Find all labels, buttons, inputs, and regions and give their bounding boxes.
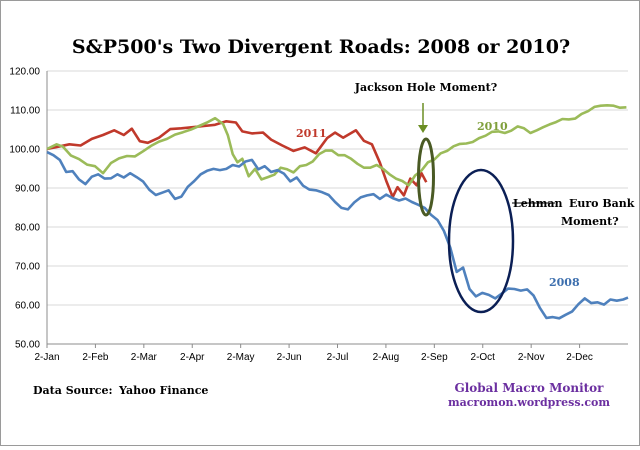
x-tick-label: 2-Dec xyxy=(566,352,593,363)
crash-ellipse xyxy=(447,168,515,314)
data-source-label: Data Source: xyxy=(33,384,113,397)
series-line-2008 xyxy=(46,150,629,320)
y-tick-label: 80.00 xyxy=(15,223,40,234)
y-tick-label: 100.00 xyxy=(9,145,40,156)
y-tick-label: 60.00 xyxy=(15,301,40,312)
x-tick-label: 2-Jan xyxy=(34,352,59,363)
x-tick-label: 2-Feb xyxy=(82,352,109,363)
y-tick-label: 50.00 xyxy=(15,340,40,351)
x-tick-label: 2-Jun xyxy=(277,352,302,363)
x-tick-label: 2-Oct xyxy=(471,352,496,363)
series-lines xyxy=(46,104,629,320)
x-tick-label: 2-Sep xyxy=(421,352,448,363)
jackson-hole-label: Jackson Hole Moment? xyxy=(354,81,497,94)
label-2010: 2010 xyxy=(477,120,508,133)
arrow-head-icon xyxy=(418,125,428,133)
euro-bank-label: Euro Bank xyxy=(569,197,635,210)
brand-name: Global Macro Monitor xyxy=(454,381,604,395)
y-tick-label: 110.00 xyxy=(10,106,40,117)
x-tick-label: 2-Aug xyxy=(373,352,400,363)
x-tick-label: 2-Jul xyxy=(327,352,349,363)
data-source-value: Yahoo Finance xyxy=(118,384,208,397)
series-line-2010 xyxy=(46,104,627,187)
x-tick-label: 2-May xyxy=(227,352,255,363)
gridlines xyxy=(46,70,628,345)
y-tick-label: 120.00 xyxy=(9,67,40,78)
y-tick-label: 90.00 xyxy=(15,184,40,195)
chart-title: S&P500's Two Divergent Roads: 2008 or 20… xyxy=(72,36,570,58)
series-line-2011 xyxy=(46,120,428,199)
x-axis: 2-Jan 2-Feb 2-Mar 2-Apr 2-May 2-Jun 2-Jul 2-Aug… xyxy=(34,344,593,363)
label-2008: 2008 xyxy=(549,276,580,289)
y-axis: 50.00 60.00 70.00 80.00 90.00 100.00 110.00 120… xyxy=(9,67,40,351)
moment-label: Moment? xyxy=(561,215,619,228)
label-2011: 2011 xyxy=(296,127,327,140)
y-tick-label: 70.00 xyxy=(15,262,40,273)
x-tick-label: 2-Apr xyxy=(180,352,205,363)
brand-url: macromon.wordpress.com xyxy=(448,396,610,409)
jackson-hole-ellipse xyxy=(417,137,435,217)
x-tick-label: 2-Mar xyxy=(131,352,158,363)
x-tick-label: 2-Nov xyxy=(518,352,545,363)
